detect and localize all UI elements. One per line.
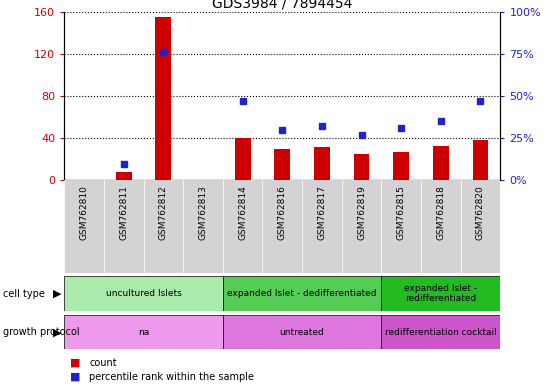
Text: ■: ■ bbox=[70, 372, 80, 382]
Bar bbox=[354, 154, 369, 180]
Bar bbox=[421, 180, 461, 273]
Text: ▶: ▶ bbox=[53, 327, 61, 337]
Bar bbox=[144, 180, 183, 273]
Bar bbox=[461, 180, 500, 273]
Text: redifferentiation cocktail: redifferentiation cocktail bbox=[385, 328, 497, 337]
Text: ■: ■ bbox=[70, 358, 80, 368]
Bar bbox=[472, 140, 489, 180]
Bar bbox=[104, 180, 144, 273]
Bar bbox=[223, 180, 263, 273]
Text: ▶: ▶ bbox=[53, 289, 61, 299]
Text: GSM762813: GSM762813 bbox=[198, 185, 207, 240]
Text: GSM762811: GSM762811 bbox=[119, 185, 128, 240]
Text: GSM762819: GSM762819 bbox=[357, 185, 366, 240]
Bar bbox=[381, 276, 500, 311]
Text: GSM762810: GSM762810 bbox=[79, 185, 89, 240]
Text: untreated: untreated bbox=[280, 328, 324, 337]
Bar bbox=[263, 180, 302, 273]
Text: GSM762812: GSM762812 bbox=[159, 185, 168, 240]
Text: count: count bbox=[89, 358, 117, 368]
Bar bbox=[116, 172, 132, 180]
Bar bbox=[302, 180, 342, 273]
Bar bbox=[64, 180, 104, 273]
Bar bbox=[314, 147, 330, 180]
Text: GSM762820: GSM762820 bbox=[476, 185, 485, 240]
Text: GSM762817: GSM762817 bbox=[318, 185, 326, 240]
Text: uncultured Islets: uncultured Islets bbox=[106, 289, 182, 298]
Bar bbox=[223, 315, 381, 349]
Bar bbox=[381, 180, 421, 273]
Text: percentile rank within the sample: percentile rank within the sample bbox=[89, 372, 254, 382]
Text: growth protocol: growth protocol bbox=[3, 327, 79, 337]
Bar bbox=[183, 180, 223, 273]
Bar bbox=[433, 146, 449, 180]
Text: GSM762818: GSM762818 bbox=[437, 185, 446, 240]
Title: GDS3984 / 7894454: GDS3984 / 7894454 bbox=[212, 0, 353, 10]
Text: expanded Islet - dedifferentiated: expanded Islet - dedifferentiated bbox=[228, 289, 377, 298]
Text: expanded Islet -
redifferentiated: expanded Islet - redifferentiated bbox=[404, 284, 477, 303]
Bar bbox=[274, 149, 290, 180]
Text: GSM762815: GSM762815 bbox=[397, 185, 406, 240]
Text: GSM762814: GSM762814 bbox=[238, 185, 247, 240]
Bar bbox=[394, 152, 409, 180]
Text: na: na bbox=[138, 328, 149, 337]
Text: GSM762816: GSM762816 bbox=[278, 185, 287, 240]
Bar bbox=[223, 276, 381, 311]
Bar bbox=[342, 180, 381, 273]
Text: cell type: cell type bbox=[3, 289, 45, 299]
Bar bbox=[381, 315, 500, 349]
Bar bbox=[64, 315, 223, 349]
Bar bbox=[155, 17, 171, 180]
Bar bbox=[64, 276, 223, 311]
Bar bbox=[235, 138, 250, 180]
